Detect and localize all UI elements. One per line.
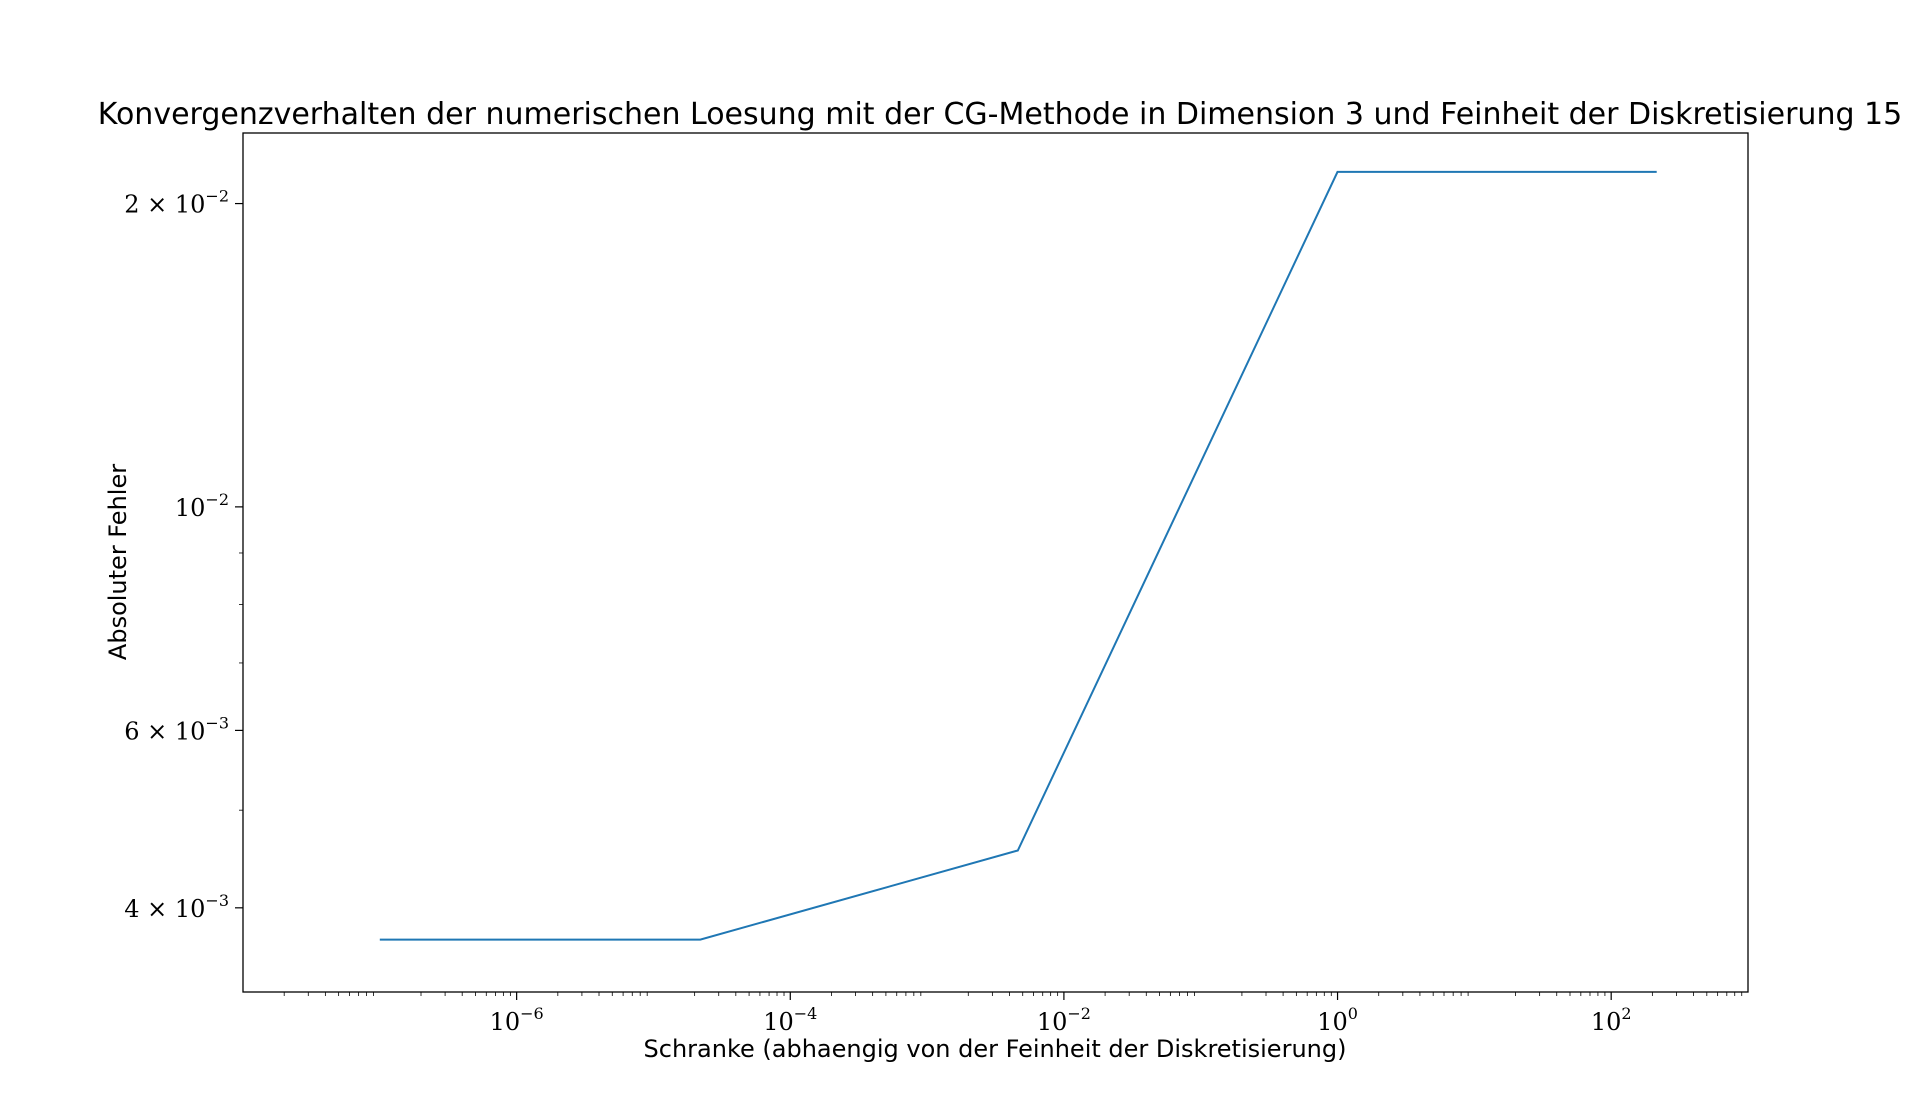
y-tick-label: 2 × 10−2 [124,187,229,219]
x-tick-label: 100 [1317,1004,1358,1036]
series-line [379,170,1657,941]
x-axis: 10−6 10−4 10−2 100 102 [283,992,1743,1036]
x-tick-label: 10−2 [1037,1004,1091,1036]
y-axis-label: Absoluter Fehler [104,464,132,660]
x-axis-label: Schranke (abhaengig von der Feinheit der… [644,1035,1347,1063]
x-tick-label: 10−6 [490,1004,544,1036]
x-tick-label: 10−4 [763,1004,817,1036]
y-tick-label: 10−2 [175,490,229,522]
y-tick-label: 6 × 10−3 [124,713,229,745]
y-tick-label: 4 × 10−3 [124,891,229,923]
x-tick-label: 102 [1591,1004,1632,1036]
plot-area [242,132,1749,993]
chart-title: Konvergenzverhalten der numerischen Loes… [98,97,1902,132]
series-layer [379,170,1657,941]
y-axis: 4 × 10−3 6 × 10−3 10−2 2 × 10−2 [124,187,243,923]
